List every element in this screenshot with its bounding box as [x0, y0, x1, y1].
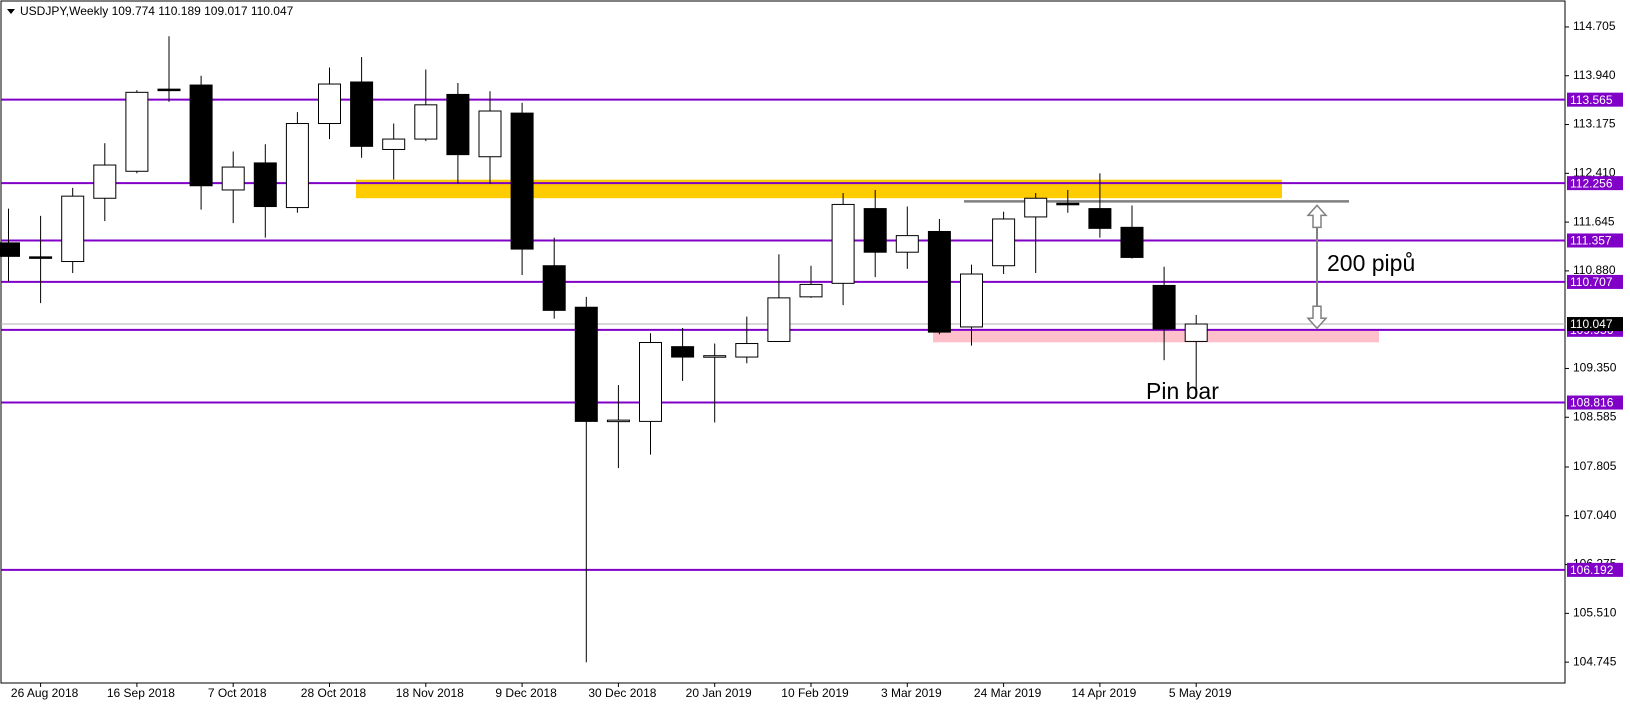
- candle-body: [189, 84, 213, 187]
- candle-body: [863, 208, 887, 253]
- level-label: 110.707: [1570, 275, 1613, 289]
- candle-body: [414, 104, 438, 140]
- x-tick-label: 24 Mar 2019: [974, 686, 1042, 700]
- y-tick-label: 107.040: [1573, 508, 1617, 522]
- current-price-box: [1567, 317, 1623, 332]
- candle-body: [446, 93, 470, 156]
- level-label-box: [1567, 92, 1623, 107]
- y-tick-label: 107.805: [1573, 459, 1617, 473]
- y-tick-label: 113.940: [1573, 68, 1616, 82]
- annotation: 200 pipů: [1327, 250, 1415, 276]
- zone: [356, 179, 1282, 199]
- x-tick-label: 20 Jan 2019: [686, 686, 752, 700]
- level-label-box: [1567, 176, 1623, 191]
- level-label: 111.357: [1570, 234, 1612, 248]
- candle-body: [221, 166, 245, 191]
- y-tick-label: 114.705: [1573, 19, 1616, 33]
- y-tick-label: 113.175: [1573, 117, 1616, 131]
- candle-body: [350, 81, 374, 147]
- candle-body: [1184, 323, 1208, 342]
- candle-body: [253, 162, 277, 208]
- level-label-box: [1567, 233, 1623, 248]
- x-tick-label: 5 May 2019: [1169, 686, 1232, 700]
- x-tick-label: 26 Aug 2018: [11, 686, 79, 700]
- candle-body: [831, 203, 855, 284]
- level-label: 113.565: [1570, 93, 1613, 107]
- candle-body: [1152, 284, 1176, 330]
- candle-body: [671, 346, 695, 358]
- candle-body: [1024, 197, 1048, 218]
- candle-body: [61, 195, 85, 263]
- candle-body: [799, 283, 823, 298]
- y-tick-label: 112.410: [1573, 165, 1616, 179]
- title-arrow: [7, 9, 15, 14]
- arrow-head: [1306, 305, 1328, 330]
- candle-body: [510, 112, 534, 250]
- x-tick-label: 10 Feb 2019: [781, 686, 849, 700]
- level-label: 106.192: [1570, 563, 1614, 577]
- chart-title: USDJPY,Weekly 109.774 110.189 109.017 11…: [20, 4, 294, 18]
- candle-body: [992, 218, 1016, 267]
- x-tick-label: 9 Dec 2018: [495, 686, 557, 700]
- candle-body: [382, 138, 406, 150]
- level-label-box: [1567, 562, 1623, 577]
- x-tick-label: 30 Dec 2018: [588, 686, 656, 700]
- candle-body: [1088, 208, 1112, 229]
- candle-body: [318, 83, 341, 125]
- candle-body: [93, 164, 117, 199]
- level-label-box: [1567, 274, 1623, 289]
- candle-body: [285, 123, 309, 209]
- candle-body: [1120, 226, 1144, 258]
- arrow-head: [1306, 204, 1328, 229]
- y-tick-label: 105.510: [1573, 606, 1617, 620]
- candle-body: [0, 242, 20, 257]
- y-tick-label: 109.350: [1573, 361, 1617, 375]
- candle-body: [1056, 202, 1080, 206]
- candle-body: [639, 342, 662, 422]
- candle-body: [29, 256, 53, 259]
- candle-body: [960, 273, 983, 328]
- x-tick-label: 7 Oct 2018: [208, 686, 267, 700]
- level-label: 112.256: [1570, 176, 1613, 190]
- zone: [933, 330, 1379, 343]
- current-price-label: 110.047: [1570, 317, 1613, 331]
- candle-body: [895, 235, 919, 253]
- candle-body: [767, 297, 791, 342]
- candle-body: [606, 419, 630, 423]
- y-tick-label: 108.585: [1573, 409, 1617, 423]
- candle-body: [478, 110, 502, 158]
- y-tick-label: 111.645: [1573, 214, 1615, 228]
- level-label-box: [1567, 395, 1623, 410]
- y-tick-label: 104.745: [1573, 654, 1617, 668]
- candle-body: [157, 88, 181, 92]
- candle-body: [703, 355, 727, 358]
- level-label: 108.816: [1570, 396, 1614, 410]
- x-tick-label: 18 Nov 2018: [396, 686, 464, 700]
- x-tick-label: 3 Mar 2019: [881, 686, 942, 700]
- candle-body: [927, 230, 951, 333]
- candle-body: [735, 343, 759, 358]
- x-tick-label: 28 Oct 2018: [301, 686, 367, 700]
- candle-body: [125, 91, 149, 172]
- x-tick-label: 16 Sep 2018: [107, 686, 175, 700]
- x-tick-label: 14 Apr 2019: [1072, 686, 1137, 700]
- y-tick-label: 110.880: [1573, 263, 1616, 277]
- candle-body: [542, 265, 566, 311]
- annotation: Pin bar: [1146, 378, 1219, 404]
- candle-body: [574, 306, 598, 422]
